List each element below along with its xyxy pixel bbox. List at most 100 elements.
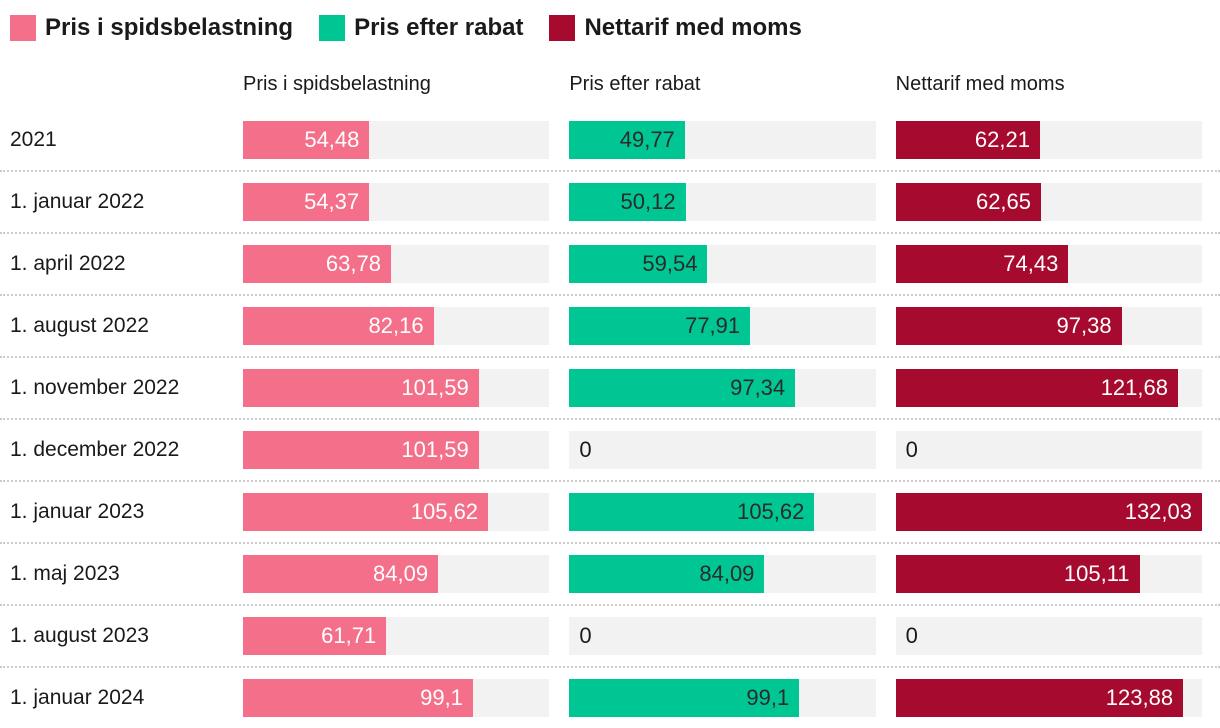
table-row: 1. august 2022 82,16 77,91 97,38 bbox=[0, 294, 1220, 356]
bar-track: 59,54 bbox=[569, 245, 876, 283]
bar-value-label: 105,62 bbox=[737, 499, 805, 524]
bar: 63,78 bbox=[243, 245, 391, 283]
bar-value-label: 82,16 bbox=[368, 313, 424, 338]
bar-track: 123,88 bbox=[895, 679, 1202, 717]
column-header-3: Nettarif med moms bbox=[895, 73, 1065, 95]
bar-value-label: 62,65 bbox=[975, 189, 1032, 214]
bar: 84,09 bbox=[243, 555, 439, 593]
bar-track: 101,59 bbox=[243, 431, 550, 469]
row-category-label: 2021 bbox=[10, 128, 57, 151]
chart-legend: Pris i spidsbelastning Pris efter rabat Ne… bbox=[0, 0, 1220, 41]
table-row: 1. november 2022 101,59 97,34 121,68 bbox=[0, 356, 1220, 418]
bar-value-label: 61,71 bbox=[321, 623, 377, 648]
bar: 84,09 bbox=[569, 555, 765, 593]
bar-track: 105,11 bbox=[895, 555, 1202, 593]
row-category-label: 1. august 2022 bbox=[10, 314, 149, 337]
bar: 82,16 bbox=[243, 307, 434, 345]
column-header-1: Pris i spidsbelastning bbox=[243, 73, 431, 95]
bar-track: 49,77 bbox=[569, 121, 876, 159]
bar-track: 54,48 bbox=[243, 121, 550, 159]
bar: 101,59 bbox=[243, 431, 479, 469]
legend-item-3[interactable]: Nettarif med moms bbox=[549, 14, 802, 41]
bar-value-label: 74,43 bbox=[1003, 251, 1059, 276]
table-row: 1. januar 2023 105,62 105,62 132,03 bbox=[0, 480, 1220, 542]
bar-value-label: 99,1 bbox=[746, 685, 790, 710]
bar-track: 99,1 bbox=[243, 679, 550, 717]
chart-rows: 2021 54,48 49,77 62,21 1. januar 2022 54,37 50… bbox=[0, 110, 1220, 728]
bar-track: 105,62 bbox=[569, 493, 876, 531]
row-category-label: 1. januar 2022 bbox=[10, 190, 145, 213]
bar-value-label: 105,62 bbox=[410, 499, 479, 524]
legend-swatch-icon bbox=[319, 15, 346, 41]
table-row: 1. april 2022 63,78 59,54 74,43 bbox=[0, 232, 1220, 294]
table-row: 2021 54,48 49,77 62,21 bbox=[0, 110, 1220, 170]
bar-value-label: 0 bbox=[579, 623, 592, 648]
column-header-2: Pris efter rabat bbox=[569, 73, 701, 95]
bar-value-label: 84,09 bbox=[373, 561, 429, 586]
column-header-row: Pris i spidsbelastning Pris efter rabat Ne… bbox=[0, 72, 1220, 110]
bar-value-label: 121,68 bbox=[1100, 375, 1168, 400]
row-category-label: 1. april 2022 bbox=[10, 252, 126, 275]
bar: 77,91 bbox=[569, 307, 751, 345]
bar-track: 62,21 bbox=[895, 121, 1202, 159]
legend-item-2[interactable]: Pris efter rabat bbox=[319, 15, 523, 41]
bar: 132,03 bbox=[895, 493, 1202, 531]
legend-swatch-icon bbox=[549, 15, 576, 41]
legend-item-1[interactable]: Pris i spidsbelastning bbox=[10, 15, 293, 41]
legend-label: Nettarif med moms bbox=[584, 14, 802, 41]
bar-track: 54,37 bbox=[243, 183, 550, 221]
bar-value-label: 99,1 bbox=[420, 685, 463, 710]
table-row: 1. maj 2023 84,09 84,09 105,11 bbox=[0, 542, 1220, 604]
row-category-label: 1. november 2022 bbox=[10, 376, 180, 399]
bar-value-label: 0 bbox=[905, 437, 918, 462]
legend-swatch-icon bbox=[10, 15, 36, 41]
row-category-label: 1. december 2022 bbox=[10, 438, 180, 461]
bar-track: 77,91 bbox=[569, 307, 876, 345]
bar: 54,48 bbox=[243, 121, 370, 159]
bar: 74,43 bbox=[895, 245, 1069, 283]
row-category-label: 1. august 2023 bbox=[10, 624, 149, 647]
bar: 123,88 bbox=[895, 679, 1184, 717]
bar-value-label: 59,54 bbox=[642, 251, 698, 276]
bar: 101,59 bbox=[243, 369, 479, 407]
bar-track: 97,38 bbox=[895, 307, 1202, 345]
bar-value-label: 54,37 bbox=[304, 189, 360, 214]
bar: 49,77 bbox=[569, 121, 685, 159]
table-row: 1. december 2022 101,59 0 0 bbox=[0, 418, 1220, 480]
bar-track: 84,09 bbox=[569, 555, 876, 593]
bar-track: 82,16 bbox=[243, 307, 550, 345]
bar-value-label: 101,59 bbox=[401, 437, 469, 462]
bar-value-label: 105,11 bbox=[1063, 561, 1130, 586]
bar-value-label: 0 bbox=[905, 623, 918, 648]
bar: 97,34 bbox=[569, 369, 796, 407]
bar: 62,21 bbox=[895, 121, 1040, 159]
bar-track: 97,34 bbox=[569, 369, 876, 407]
bar-track: 0 bbox=[895, 431, 1202, 469]
bar: 105,62 bbox=[569, 493, 815, 531]
bar-track: 121,68 bbox=[895, 369, 1202, 407]
bar: 121,68 bbox=[895, 369, 1178, 407]
bar: 50,12 bbox=[569, 183, 686, 221]
bar: 62,65 bbox=[895, 183, 1042, 221]
bar-track: 105,62 bbox=[243, 493, 550, 531]
bar: 59,54 bbox=[569, 245, 708, 283]
bar-track: 50,12 bbox=[569, 183, 876, 221]
bar: 97,38 bbox=[895, 307, 1122, 345]
row-category-label: 1. januar 2024 bbox=[10, 686, 145, 709]
bar-track: 84,09 bbox=[243, 555, 550, 593]
bar-value-label: 0 bbox=[579, 437, 592, 462]
bar-track: 132,03 bbox=[895, 493, 1202, 531]
bar-value-label: 97,38 bbox=[1056, 313, 1112, 338]
bar-value-label: 77,91 bbox=[685, 313, 741, 338]
bar-track: 63,78 bbox=[243, 245, 550, 283]
row-label-spacer bbox=[0, 72, 223, 96]
bar-track: 62,65 bbox=[895, 183, 1202, 221]
bar-value-label: 49,77 bbox=[619, 127, 675, 152]
bar: 99,1 bbox=[569, 679, 800, 717]
bar-value-label: 50,12 bbox=[620, 189, 676, 214]
bar-track: 0 bbox=[569, 617, 876, 655]
bar: 54,37 bbox=[243, 183, 370, 221]
bar-value-label: 101,59 bbox=[401, 375, 469, 400]
table-row: 1. august 2023 61,71 0 0 bbox=[0, 604, 1220, 666]
